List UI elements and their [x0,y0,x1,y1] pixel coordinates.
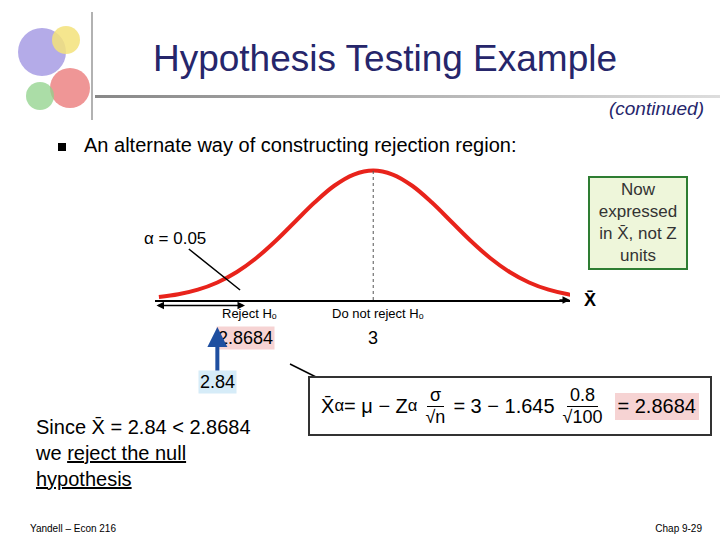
svg-text:Reject Hₒ: Reject Hₒ [222,306,277,321]
html-text:(continued): (continued) [608,98,704,119]
svg-text:2.84: 2.84 [200,372,235,392]
svg-text:Do not reject Hₒ: Do not reject Hₒ [332,306,424,321]
html-text:σ: σ [429,384,441,405]
html-text:X̄α= μ − Zα: X̄α= μ − Zα [321,394,418,417]
html-text:Chap 9-29: Chap 9-29 [655,523,702,534]
html-text:Yandell – Econ 216: Yandell – Econ 216 [30,523,116,534]
html-text:we reject the null: we reject the null [36,442,187,464]
html-text:hypothesis: hypothesis [36,468,132,490]
html-text:= 2.8684: = 2.8684 [617,394,696,417]
html-text:0.8: 0.8 [570,384,595,405]
svg-text:α = 0.05: α = 0.05 [144,229,206,248]
svg-text:3: 3 [368,328,378,348]
html-text:Since X̄ = 2.84 < 2.8684: Since X̄ = 2.84 < 2.8684 [36,416,251,438]
html-text:Hypothesis Testing Example: Hypothesis Testing Example [152,38,617,79]
html-text:√n = 3 − 1.645: √n = 3 − 1.645 [425,394,555,427]
html-text:An alternate way of constructi: An alternate way of constructing rejecti… [84,134,517,156]
html-text:√100: √100 [562,406,603,427]
svg-text:X̄: X̄ [584,290,596,310]
svg-text:2.8684: 2.8684 [218,328,273,348]
html-text:Now expressed in X̄, not Z uni: Now expressed in X̄, not Z units [598,179,678,266]
